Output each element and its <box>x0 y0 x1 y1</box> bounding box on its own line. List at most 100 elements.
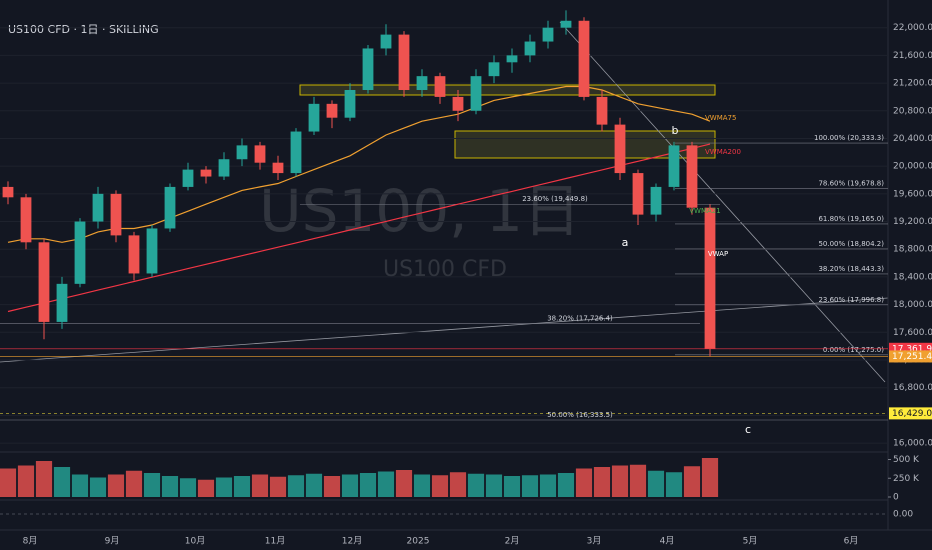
volume-bar <box>323 476 341 497</box>
candle-body <box>686 145 698 208</box>
candle-body <box>416 76 428 90</box>
y-tick-label: 21,200.0 <box>893 79 932 89</box>
x-tick-label: 6月 <box>844 536 859 547</box>
volume-bar <box>0 468 17 497</box>
volume-bar <box>215 477 233 497</box>
annotation: a <box>622 236 629 249</box>
fib-label: 100.00% (20,333.3) <box>814 134 884 142</box>
volume-bar <box>413 474 431 497</box>
candle-body <box>704 207 716 349</box>
volume-bar <box>521 475 539 497</box>
volume-bar <box>449 472 467 497</box>
x-tick-label: 12月 <box>342 536 362 547</box>
volume-bar <box>341 474 359 497</box>
ma-line <box>7 85 711 243</box>
y-tick-label: 20,400.0 <box>893 134 932 144</box>
volume-bar <box>143 473 161 497</box>
candle-body <box>20 197 32 243</box>
price-tag-label: 17,361.9 <box>892 344 932 354</box>
candle-body <box>164 186 176 229</box>
fib-label: 0.00% (17,275.0) <box>823 346 884 354</box>
volume-bar <box>647 470 665 497</box>
candle-body <box>254 145 266 163</box>
y-tick-label: 16,000.0 <box>893 439 932 449</box>
x-tick-label: 5月 <box>743 536 758 547</box>
volume-bar <box>35 461 53 497</box>
price-tag-label: 16,429.0 <box>892 409 932 419</box>
candle-body <box>2 186 14 198</box>
price-tag <box>889 350 932 363</box>
x-tick-label: 9月 <box>105 536 120 547</box>
price-tag <box>889 407 932 420</box>
fib-label: 23.60% (19,449.8) <box>522 195 588 203</box>
candle-body <box>650 186 662 215</box>
x-tick-label: 8月 <box>23 536 38 547</box>
price-tag-label: 17,251.4 <box>892 352 932 362</box>
candle-body <box>632 173 644 215</box>
volume-bar <box>557 473 575 497</box>
volume-bar <box>53 467 71 497</box>
annotation: c <box>745 423 751 436</box>
volume-bar <box>89 477 107 497</box>
volume-bar <box>629 464 647 497</box>
candle-body <box>578 20 590 97</box>
candle-body <box>92 193 104 222</box>
x-tick-label: 2025 <box>407 537 430 547</box>
ma-label: VWMA75 <box>705 114 736 122</box>
volume-bar <box>701 458 719 497</box>
fib-label: 23.60% (17,996.8) <box>818 296 884 304</box>
y-tick-label: 18,400.0 <box>893 272 932 282</box>
candle-body <box>38 242 50 322</box>
ma-line <box>7 143 711 313</box>
candle-body <box>290 131 302 174</box>
candle-body <box>74 221 86 284</box>
ma-label: VWMA200 <box>705 148 741 156</box>
volume-bar <box>287 475 305 497</box>
x-tick-label: 10月 <box>185 536 205 547</box>
volume-bar <box>251 474 269 497</box>
volume-bar <box>71 474 89 497</box>
volume-tick-label: 250 K <box>893 474 920 484</box>
candle-body <box>524 41 536 56</box>
fib-label: 38.20% (17,726.4) <box>547 315 613 323</box>
candle-body <box>236 145 248 160</box>
candle-body <box>434 76 446 97</box>
candle-body <box>56 283 68 322</box>
candle-body <box>146 228 158 274</box>
volume-bar <box>107 474 125 497</box>
watermark-sub: US100 CFD <box>383 257 507 282</box>
candle-body <box>308 103 320 132</box>
volume-bar <box>575 468 593 497</box>
volume-tick-label: 0 <box>893 493 899 503</box>
candle-body <box>596 96 608 125</box>
volume-bar <box>485 474 503 497</box>
x-tick-label: 11月 <box>265 536 285 547</box>
candle-body <box>542 27 554 42</box>
candle-body <box>362 48 374 90</box>
volume-bar <box>503 476 521 497</box>
volume-bar <box>683 466 701 497</box>
volume-bar <box>539 474 557 497</box>
y-tick-label: 19,200.0 <box>893 217 932 227</box>
x-tick-label: 3月 <box>587 536 602 547</box>
volume-bar <box>395 470 413 497</box>
candle-body <box>470 76 482 111</box>
candle-body <box>128 235 140 274</box>
candle-body <box>272 162 284 174</box>
y-tick-label: 19,600.0 <box>893 189 932 199</box>
zone <box>299 84 716 96</box>
volume-bar <box>197 479 215 497</box>
fib-label: 50.00% (18,804.2) <box>818 240 884 248</box>
volume-tick-label: 500 K <box>893 455 920 465</box>
volume-bar <box>17 465 35 497</box>
candle-body <box>218 159 230 177</box>
y-tick-label: 20,800.0 <box>893 106 932 116</box>
candle-body <box>668 145 680 187</box>
candle-body <box>560 20 572 28</box>
annotation: b <box>672 124 679 137</box>
trend-line <box>559 21 886 383</box>
volume-bar <box>161 476 179 497</box>
candle-body <box>614 124 626 174</box>
